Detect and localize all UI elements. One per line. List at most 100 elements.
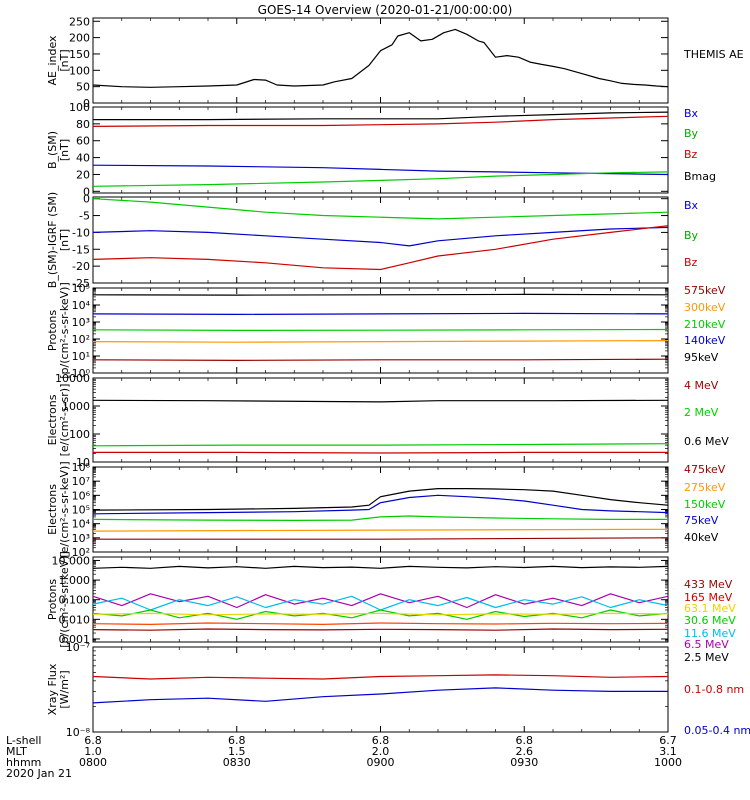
- y-tick-label: 0: [83, 185, 90, 198]
- footer-tick-lshell: 6.7: [659, 734, 677, 747]
- y-axis-label: AE_index[nT]: [46, 35, 71, 86]
- y-axis-label-line: Protons: [46, 579, 59, 620]
- series-line-0-05-0-4-nm: [92, 687, 668, 704]
- y-axis-label-line: Electrons: [46, 394, 59, 445]
- series-line-themis-ae: [92, 28, 669, 88]
- footer-row-label: MLT: [6, 745, 27, 758]
- series-line-165-mev: [92, 622, 669, 626]
- y-tick-label: 0.001: [59, 633, 91, 646]
- series-line-40kev: [92, 488, 669, 511]
- legend-entry: By: [684, 229, 699, 242]
- series-line-by: [92, 198, 669, 220]
- y-tick-label: 10³: [72, 316, 90, 329]
- y-axis-label-line: B_(SM): [46, 131, 59, 169]
- y-tick-label: 100: [69, 428, 90, 441]
- series-line-433-mev: [92, 628, 669, 631]
- legend-entry: THEMIS AE: [683, 48, 744, 61]
- legend-entry: 30.6 MeV: [684, 614, 736, 627]
- y-axis-label-line: [W/m²]: [58, 670, 71, 708]
- footer-tick-lshell: 6.8: [516, 734, 534, 747]
- y-tick-label: 200: [69, 32, 90, 45]
- legend-entry: 0.05-0.4 nm: [684, 724, 750, 737]
- series-line-63-1-mev: [92, 612, 669, 616]
- plot-frame: [92, 377, 669, 463]
- y-tick-label: 10⁸: [72, 461, 91, 474]
- y-axis-label: Electrons[e/(cm²-s-sr)]: [46, 384, 71, 457]
- legend-entry: Bz: [684, 148, 698, 161]
- figure-title: GOES-14 Overview (2020-01-21/00:00:00): [258, 3, 513, 17]
- series-line-275kev: [92, 528, 669, 532]
- series-line-bx: [92, 226, 669, 247]
- series-line-210kev: [92, 328, 669, 331]
- series-line-2-5-mev: [92, 565, 669, 569]
- series-line-11-6-mev: [92, 595, 669, 611]
- y-tick-label: 10⁰: [72, 367, 91, 380]
- series-line-6-5-mev: [92, 593, 669, 609]
- panel-electrons_kev: 10²10³10⁴10⁵10⁶10⁷10⁸Electrons[e/(cm²-s-…: [46, 461, 726, 559]
- panel-ae: 0 50 100 150 200 250 AE_index[nT] THEMIS AE: [46, 15, 744, 110]
- legend-entry: 150keV: [684, 498, 726, 511]
- y-tick-label: -10: [72, 226, 90, 239]
- legend-entry: By: [684, 127, 699, 140]
- panel-xray: 10⁻⁸ 10⁻⁷ Xray Flux[W/m²] 0.1-0.8 nm 0.05-0.…: [46, 641, 750, 739]
- plot-frame: [92, 196, 669, 284]
- y-tick-label: 60: [76, 135, 90, 148]
- y-tick-label: 10⁷: [72, 475, 90, 488]
- y-tick-label: 10¹: [72, 350, 90, 363]
- y-tick-label: 0: [83, 97, 90, 110]
- footer-tick-mlt: 2.0: [372, 745, 390, 758]
- legend-entry: 210keV: [684, 318, 726, 331]
- y-tick-label: 10²: [72, 546, 90, 559]
- footer-tick-hhmm: 0930: [510, 756, 538, 769]
- footer-tick-hhmm: 0900: [367, 756, 395, 769]
- y-tick-label: 10⁴: [72, 518, 91, 531]
- y-tick-label: 80: [76, 118, 90, 131]
- y-tick-label: 100: [69, 64, 90, 77]
- y-axis-label-line: Electrons: [46, 484, 59, 535]
- series-line-75kev: [92, 494, 669, 515]
- legend-entry: 4 MeV: [684, 379, 719, 392]
- y-tick-label: 1.000: [59, 574, 91, 587]
- plot-frame: [92, 646, 669, 733]
- y-axis-label-line: [e/(cm²-s-sr)]: [58, 384, 71, 457]
- y-axis-label-line: [e/(cm²-s-sr-keV)]: [58, 461, 71, 557]
- legend-entry: 63.1 MeV: [684, 602, 736, 615]
- y-tick-label: 50: [76, 81, 90, 94]
- series-line-bmag: [93, 111, 669, 121]
- legend-entry: 0.6 MeV: [684, 435, 729, 448]
- footer-row-label: hhmm: [6, 756, 41, 769]
- y-axis-label-line: AE_index: [46, 35, 59, 86]
- footer-tick-lshell: 6.8: [84, 734, 102, 747]
- series-line-300kev: [92, 340, 669, 343]
- y-tick-label: -20: [72, 260, 90, 273]
- legend-entry: 95keV: [684, 351, 719, 364]
- legend-entry: Bx: [684, 199, 699, 212]
- series-line-0-6-mev: [92, 399, 669, 403]
- series-line-bz: [92, 115, 669, 127]
- legend-entry: 275keV: [684, 481, 726, 494]
- legend-entry: 75keV: [684, 514, 719, 527]
- y-axis-label-line: [p/(cm²-s-sr-keV)]: [58, 282, 71, 379]
- legend-entry: Bmag: [684, 170, 716, 183]
- legend-entry: 475keV: [684, 463, 726, 476]
- footer-tick-mlt: 1.0: [84, 745, 102, 758]
- footer-tick-mlt: 2.6: [516, 745, 534, 758]
- y-tick-label: 10⁻⁸: [66, 726, 91, 739]
- footer-tick-hhmm: 0800: [79, 756, 107, 769]
- panel-b_sm: 0 20 40 60 80 100 B_(SM)[nT] Bx By Bz Bmag: [46, 101, 716, 198]
- series-line-by: [92, 171, 669, 187]
- series-line-0-1-0-8-nm: [92, 674, 669, 680]
- y-tick-label: 1000: [62, 400, 90, 413]
- y-axis-label: Protons[p/(cm²-s-sr-keV)]: [46, 551, 71, 648]
- y-tick-label: 0.010: [59, 613, 91, 626]
- legend-entry: 2 MeV: [684, 406, 719, 419]
- legend-entry: 433 MeV: [684, 578, 733, 591]
- y-axis-label-line: B_(SM)-IGRF (SM): [46, 192, 59, 288]
- series-line-2-mev: [92, 443, 669, 447]
- y-tick-label: 10²: [72, 333, 90, 346]
- panel-protons_mev: 0.0010.0100.1001.00010.000Protons[p/(cm²…: [46, 551, 736, 664]
- footer-row-label: 2020 Jan 21: [6, 767, 72, 780]
- y-axis-label: Protons[p/(cm²-s-sr-keV)]: [46, 282, 71, 379]
